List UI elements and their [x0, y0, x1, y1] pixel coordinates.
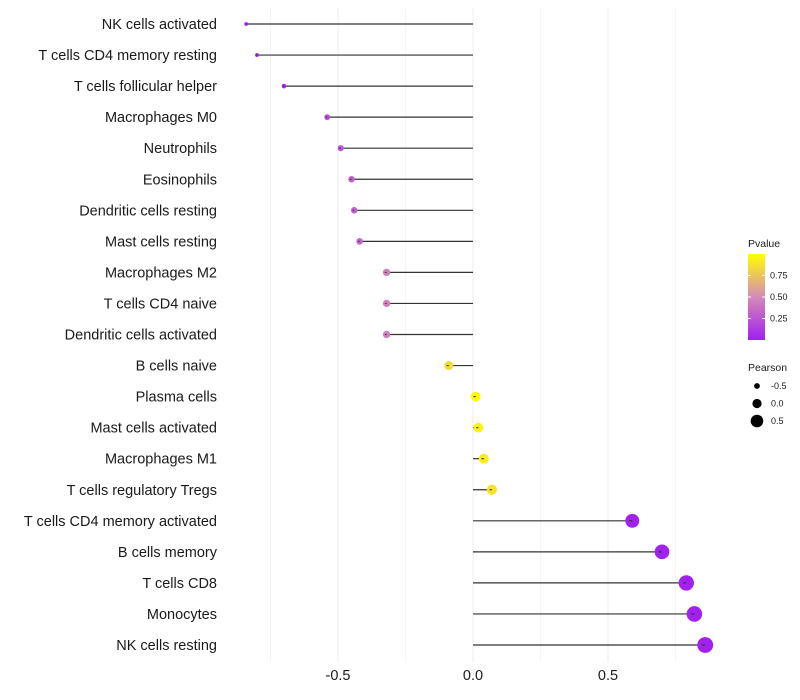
category-labels: NK cells activated T cells CD4 memory res… — [24, 17, 218, 654]
point-8 — [382, 268, 391, 277]
pearson-legend-label-1: 0.0 — [771, 399, 784, 409]
pvalue-tick-label-2: 0.25 — [770, 314, 788, 324]
point-9 — [382, 299, 391, 308]
pvalue-tick-label-1: 0.50 — [770, 292, 788, 302]
category-label-18: T cells CD8 — [142, 576, 217, 592]
pvalue-legend: Pvalue 0.75 0.50 0.25 — [748, 238, 788, 340]
point-0 — [244, 22, 249, 26]
category-label-16: T cells CD4 memory activated — [24, 514, 217, 530]
pearson-legend: Pearson -0.5 0.0 0.5 — [748, 362, 787, 428]
x-tick-label-1: 0.0 — [463, 668, 483, 684]
category-label-10: Dendritic cells activated — [65, 328, 217, 344]
pearson-legend-dot-0 — [754, 383, 760, 389]
category-label-2: T cells follicular helper — [74, 79, 217, 95]
category-label-20: NK cells resting — [116, 638, 217, 654]
category-label-15: T cells regulatory Tregs — [67, 483, 217, 499]
point-13 — [473, 422, 484, 433]
category-label-17: B cells memory — [118, 545, 218, 561]
lollipop-points — [244, 22, 714, 653]
category-label-14: Macrophages M1 — [105, 452, 217, 468]
pearson-legend-dot-2 — [750, 414, 764, 428]
x-tick-label-0: -0.5 — [326, 668, 351, 684]
pearson-legend-label-0: -0.5 — [771, 381, 787, 391]
category-label-1: T cells CD4 memory resting — [38, 48, 217, 64]
category-label-7: Mast cells resting — [105, 234, 217, 250]
category-label-5: Eosinophils — [143, 172, 217, 188]
lollipop-stems — [246, 23, 706, 646]
category-label-13: Mast cells activated — [90, 421, 217, 437]
x-tick-label-2: 0.5 — [598, 668, 618, 684]
point-10 — [382, 330, 391, 339]
pvalue-colorbar — [748, 254, 765, 340]
category-label-19: Monocytes — [147, 607, 217, 623]
pearson-legend-dot-1 — [752, 398, 762, 409]
category-label-6: Dendritic cells resting — [79, 203, 217, 219]
pearson-legend-title: Pearson — [748, 362, 787, 374]
category-label-11: B cells naive — [136, 359, 217, 375]
category-label-3: Macrophages M0 — [105, 110, 217, 126]
pvalue-legend-title: Pvalue — [748, 238, 780, 250]
category-label-12: Plasma cells — [136, 390, 217, 406]
pearson-legend-label-2: 0.5 — [771, 416, 784, 426]
category-label-9: T cells CD4 naive — [104, 296, 217, 312]
point-20 — [697, 637, 714, 653]
category-label-8: Macrophages M2 — [105, 265, 217, 281]
category-label-4: Neutrophils — [144, 141, 217, 157]
pvalue-tick-label-0: 0.75 — [770, 271, 788, 281]
category-label-0: NK cells activated — [102, 17, 217, 33]
x-axis-ticks: -0.5 0.0 0.5 — [326, 668, 619, 684]
